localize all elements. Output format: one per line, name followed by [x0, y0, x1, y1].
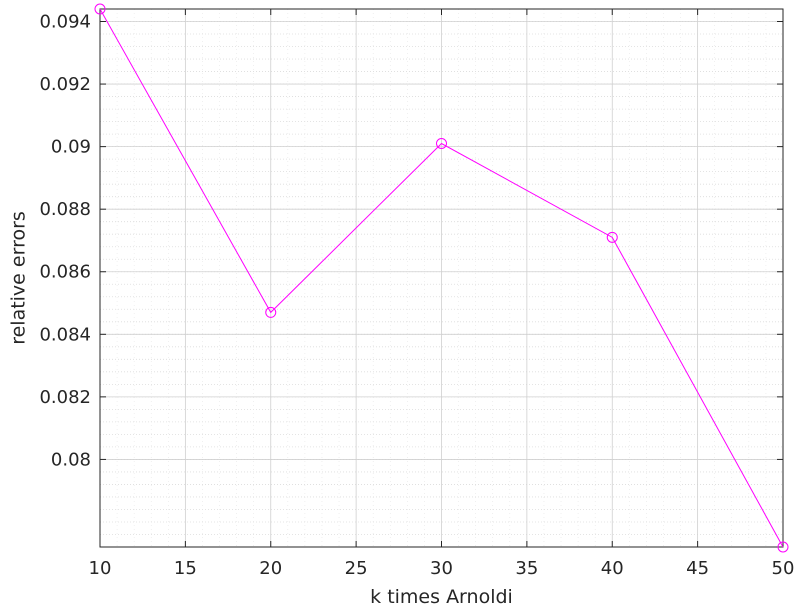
- x-tick-label: 35: [515, 558, 538, 579]
- x-tick-label: 40: [601, 558, 624, 579]
- y-tick-label: 0.08: [51, 449, 91, 470]
- data-point-marker: [265, 306, 277, 318]
- x-tick-label: 30: [430, 558, 453, 579]
- data-point-marker: [94, 3, 106, 15]
- x-tick-label: 20: [259, 558, 282, 579]
- y-tick-label: 0.084: [39, 324, 91, 345]
- minor-grid: [100, 8, 783, 548]
- y-tick-label: 0.092: [39, 74, 91, 95]
- x-tick-label: 15: [174, 558, 197, 579]
- series-line: [99, 8, 784, 548]
- x-tick-label: 45: [686, 558, 709, 579]
- y-tick-label: 0.082: [39, 387, 91, 408]
- x-tick-label: 50: [772, 558, 795, 579]
- y-tick-label: 0.09: [51, 137, 91, 158]
- x-axis-ticks: 10 15 20 25 30 35 40 45 50: [89, 9, 795, 579]
- y-tick-label: 0.088: [39, 199, 91, 220]
- y-tick-label: 0.086: [39, 262, 91, 283]
- x-axis-label: k times Arnoldi: [370, 586, 513, 607]
- y-tick-label: 0.094: [39, 12, 91, 33]
- series-layer: [94, 3, 789, 553]
- data-point-marker: [436, 138, 447, 149]
- y-axis-ticks: 0.08 0.082 0.084 0.086 0.088 0.09 0.092 0.094: [39, 12, 783, 470]
- x-tick-label: 10: [89, 558, 112, 579]
- data-point-marker: [606, 231, 618, 243]
- x-tick-label: 25: [345, 558, 368, 579]
- y-axis-label: relative errors: [8, 211, 30, 345]
- data-point-marker: [777, 541, 789, 553]
